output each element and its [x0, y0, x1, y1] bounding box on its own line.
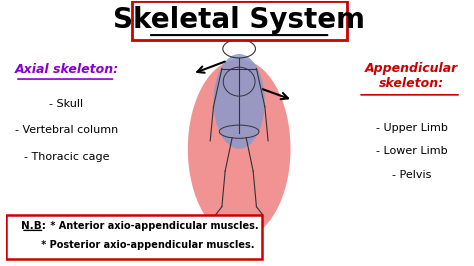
Text: - Skull: - Skull — [49, 99, 83, 109]
FancyBboxPatch shape — [6, 215, 263, 259]
Text: - Vertebral column: - Vertebral column — [15, 125, 118, 135]
Text: Skeletal System: Skeletal System — [113, 6, 365, 34]
Text: - Pelvis: - Pelvis — [392, 170, 432, 180]
Text: - Lower Limb: - Lower Limb — [376, 146, 448, 156]
Ellipse shape — [213, 54, 265, 149]
Text: N.B:: N.B: — [21, 221, 46, 231]
Text: * Posterior axio-appendicular muscles.: * Posterior axio-appendicular muscles. — [21, 240, 255, 250]
Ellipse shape — [188, 59, 291, 238]
Text: Appendicular
skeleton:: Appendicular skeleton: — [365, 63, 458, 90]
Text: Axial skeleton:: Axial skeleton: — [14, 63, 118, 76]
Text: - Thoracic cage: - Thoracic cage — [24, 152, 109, 162]
Text: * Anterior axio-appendicular muscles.: * Anterior axio-appendicular muscles. — [47, 221, 258, 231]
Text: - Upper Limb: - Upper Limb — [376, 123, 448, 133]
FancyBboxPatch shape — [132, 1, 346, 40]
